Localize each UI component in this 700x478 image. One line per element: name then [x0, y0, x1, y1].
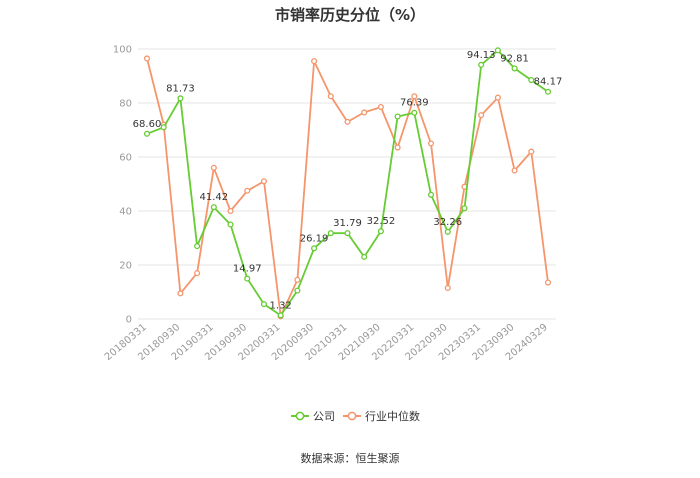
data-label: 32.52	[367, 216, 396, 227]
data-label: 41.42	[200, 192, 229, 203]
legend-item-industry-median[interactable]: 行业中位数	[343, 409, 420, 423]
data-point	[394, 144, 401, 151]
data-label: 81.73	[166, 83, 195, 94]
y-tick-label: 60	[119, 153, 132, 164]
data-point	[210, 204, 217, 211]
legend-label: 公司	[313, 410, 335, 423]
legend-item-company[interactable]: 公司	[291, 410, 335, 423]
data-point	[411, 109, 418, 116]
data-point	[260, 178, 268, 185]
data-point	[177, 290, 184, 297]
data-point	[194, 243, 201, 250]
data-label: 94.13	[467, 50, 496, 61]
y-tick-label: 20	[119, 261, 132, 272]
data-point	[544, 279, 552, 286]
chart-title: 市销率历史分位（%）	[275, 6, 425, 24]
data-point	[227, 207, 234, 215]
data-point	[311, 58, 318, 65]
data-label: 84.17	[534, 77, 563, 88]
y-tick-label: 0	[126, 315, 132, 326]
data-label: 14.97	[233, 264, 262, 275]
grid	[138, 48, 556, 320]
data-label: 68.60	[133, 119, 162, 130]
data-point	[311, 245, 318, 252]
data-point	[444, 228, 451, 235]
data-label: 76.39	[400, 98, 429, 109]
data-point	[244, 187, 251, 194]
data-point	[194, 270, 201, 277]
data-point	[427, 191, 435, 198]
data-point	[327, 93, 334, 100]
data-label: 26.19	[300, 233, 329, 244]
legend-marker-icon	[295, 411, 305, 421]
data-point	[160, 124, 167, 131]
data-point	[327, 230, 334, 237]
data-labels: 68.60 81.73 41.42 14.97 1.32 26.19 31.79 32.52 7…	[133, 50, 563, 312]
y-tick-label: 80	[119, 99, 132, 110]
data-point	[377, 228, 384, 235]
data-point	[461, 205, 468, 212]
data-point	[143, 55, 151, 62]
data-point	[361, 253, 368, 260]
data-point	[344, 118, 351, 125]
data-label: 1.32	[270, 300, 292, 311]
series-line	[146, 58, 549, 318]
legend-marker-icon	[347, 411, 357, 421]
data-point	[294, 276, 301, 283]
data-point	[277, 312, 284, 319]
y-axis: 0 20 40 60 80 100	[113, 45, 132, 326]
data-point	[528, 77, 535, 84]
data-point	[511, 65, 518, 72]
data-point	[377, 104, 384, 111]
data-point	[394, 113, 401, 120]
data-point	[260, 301, 268, 308]
series	[143, 47, 552, 320]
legend[interactable]: 公司 行业中位数	[291, 409, 420, 423]
data-label: 31.79	[333, 218, 362, 229]
y-tick-label: 40	[119, 207, 132, 218]
data-point	[227, 221, 234, 228]
data-point	[361, 109, 368, 116]
data-point	[544, 88, 552, 95]
data-point	[511, 167, 518, 174]
data-point	[494, 94, 501, 101]
data-point	[244, 275, 251, 282]
series-industry-median	[143, 55, 552, 320]
legend-label: 行业中位数	[365, 409, 420, 423]
data-point	[344, 230, 351, 237]
data-point	[427, 140, 435, 147]
y-tick-label: 100	[113, 45, 132, 56]
series-company	[143, 47, 552, 319]
data-point	[411, 93, 418, 100]
data-source-note: 数据来源：恒生聚源	[301, 451, 400, 465]
data-point	[478, 112, 485, 119]
data-point	[528, 148, 535, 155]
data-point	[294, 287, 301, 294]
data-point	[478, 61, 485, 68]
series-line	[146, 49, 549, 317]
data-point	[444, 284, 451, 292]
data-label: 32.26	[433, 217, 462, 228]
data-point	[210, 164, 217, 171]
data-point	[494, 47, 501, 54]
data-point	[177, 95, 184, 102]
data-point	[143, 130, 151, 137]
x-axis: 2018033120180930201903312019093020200331…	[103, 322, 550, 363]
data-label: 92.81	[500, 53, 529, 64]
